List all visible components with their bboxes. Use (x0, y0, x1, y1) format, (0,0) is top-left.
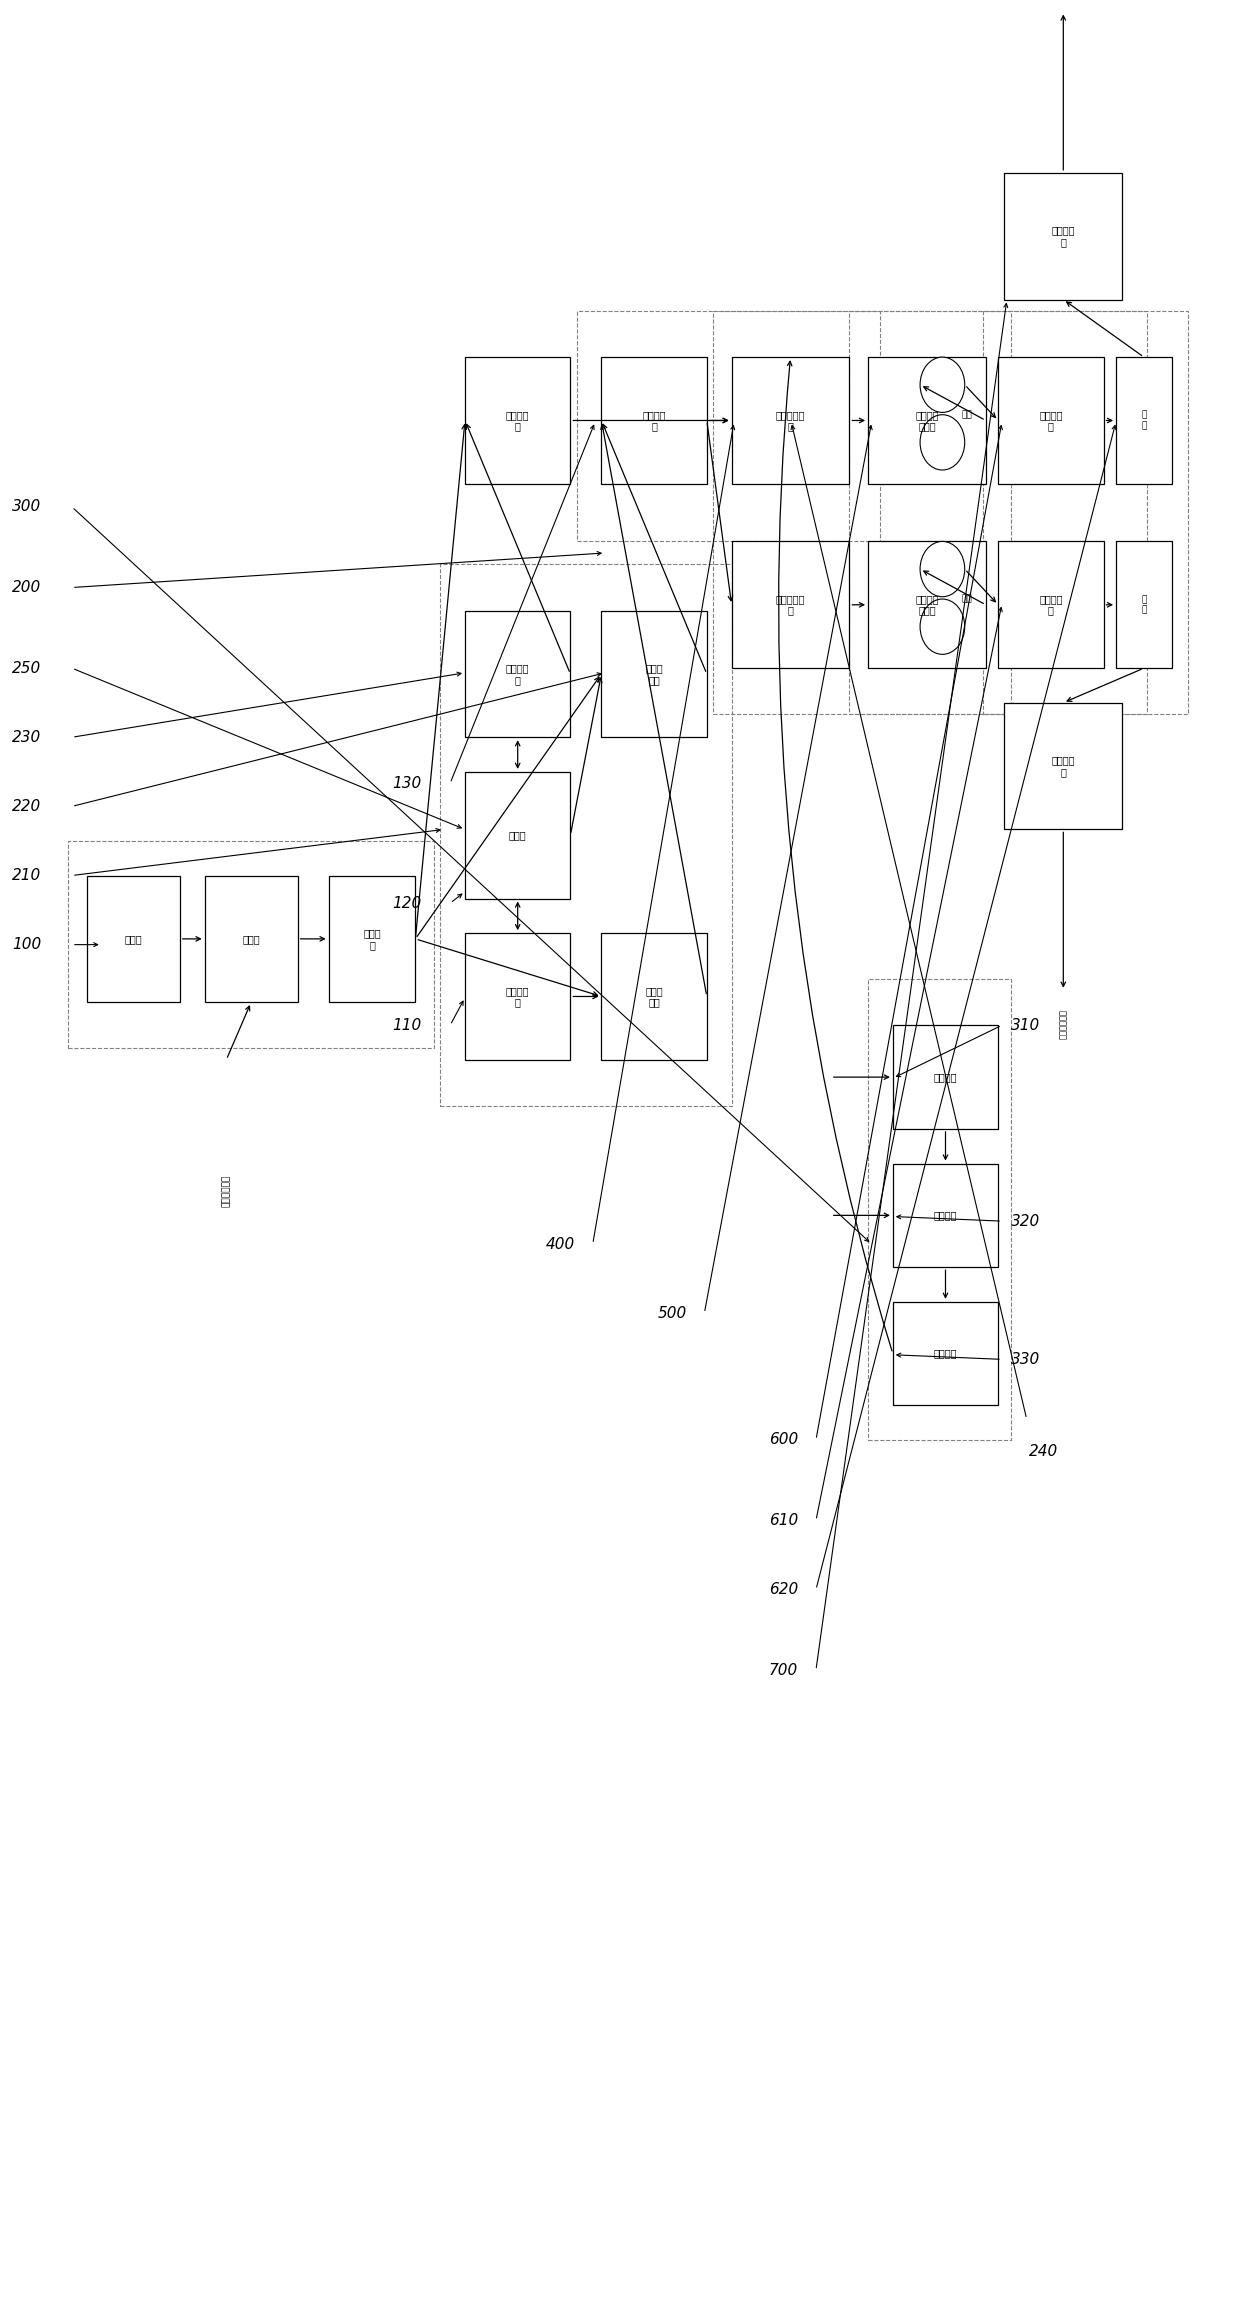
Text: 色散补偿
及放大: 色散补偿 及放大 (915, 410, 939, 431)
Text: 波分复用
器: 波分复用 器 (1039, 594, 1063, 615)
Bar (893, 1025, 998, 1129)
Text: 耦
合: 耦 合 (1141, 410, 1147, 431)
Bar (893, 1164, 998, 1267)
Bar (732, 541, 849, 668)
Text: 波分复用
器: 波分复用 器 (642, 410, 666, 431)
Text: 光分路
器: 光分路 器 (363, 929, 381, 949)
Bar (465, 611, 570, 737)
Text: 100: 100 (12, 938, 42, 952)
Bar (601, 611, 707, 737)
Bar (601, 933, 707, 1060)
Text: 光电调
制器: 光电调 制器 (645, 664, 663, 684)
Text: 宽带微波信号: 宽带微波信号 (222, 1175, 231, 1207)
Text: 230: 230 (12, 730, 42, 744)
Bar (868, 979, 1011, 1440)
Bar (601, 357, 707, 484)
Bar (1116, 357, 1172, 484)
Text: 210: 210 (12, 869, 42, 882)
Bar (1116, 541, 1172, 668)
Bar (998, 357, 1104, 484)
Text: 310: 310 (1011, 1018, 1040, 1032)
Text: 610: 610 (769, 1514, 799, 1528)
Bar (998, 541, 1104, 668)
Text: 色散补偿
及放大: 色散补偿 及放大 (915, 594, 939, 615)
Bar (868, 357, 986, 484)
Text: 300: 300 (12, 500, 42, 514)
Text: 参考信号: 参考信号 (934, 1071, 957, 1083)
Text: 320: 320 (1011, 1214, 1040, 1228)
Text: 130: 130 (392, 776, 422, 790)
Bar (440, 564, 732, 1106)
Text: 500: 500 (657, 1306, 687, 1320)
Text: 波分复用
器: 波分复用 器 (1039, 410, 1063, 431)
Bar (465, 772, 570, 899)
Text: 光电探测
器: 光电探测 器 (1052, 226, 1075, 247)
Bar (868, 541, 986, 668)
Text: 240: 240 (1029, 1445, 1059, 1458)
Bar (1004, 173, 1122, 300)
Text: 波分复用
器: 波分复用 器 (506, 410, 529, 431)
Text: 250: 250 (12, 661, 42, 675)
Text: 多级延时补
偿: 多级延时补 偿 (776, 410, 805, 431)
Text: 鉴相器: 鉴相器 (508, 829, 527, 841)
Text: 多级延时补
偿: 多级延时补 偿 (776, 594, 805, 615)
Bar (577, 311, 880, 541)
Text: 220: 220 (12, 799, 42, 813)
Bar (849, 311, 1147, 714)
Bar (465, 357, 570, 484)
Bar (1004, 703, 1122, 829)
Text: 光电探测
器: 光电探测 器 (1052, 756, 1075, 776)
Text: 400: 400 (546, 1237, 575, 1251)
Bar (713, 311, 1011, 714)
Text: 110: 110 (392, 1018, 422, 1032)
Ellipse shape (920, 357, 965, 412)
Text: 宽带微波信号: 宽带微波信号 (1059, 1009, 1068, 1039)
Bar (920, 385, 965, 442)
Text: 光纤: 光纤 (961, 594, 972, 604)
Ellipse shape (920, 415, 965, 470)
Text: 600: 600 (769, 1433, 799, 1447)
Text: 光电调
制器: 光电调 制器 (645, 986, 663, 1007)
Text: 200: 200 (12, 581, 42, 594)
Text: 激光器: 激光器 (124, 933, 143, 945)
Bar (205, 876, 298, 1002)
Text: 耦
合: 耦 合 (1141, 594, 1147, 615)
Bar (920, 569, 965, 627)
Bar (87, 876, 180, 1002)
Text: 参考振荡
器: 参考振荡 器 (506, 986, 529, 1007)
Text: 频率综合
器: 频率综合 器 (506, 664, 529, 684)
Ellipse shape (920, 599, 965, 654)
Text: 700: 700 (769, 1663, 799, 1677)
Bar (329, 876, 415, 1002)
Text: 调制器: 调制器 (242, 933, 260, 945)
Text: 光纤: 光纤 (961, 410, 972, 419)
Ellipse shape (920, 541, 965, 597)
Text: 相噪监测: 相噪监测 (934, 1210, 957, 1221)
Text: 120: 120 (392, 896, 422, 910)
Text: 620: 620 (769, 1583, 799, 1597)
Bar (465, 933, 570, 1060)
Bar (732, 357, 849, 484)
Text: 330: 330 (1011, 1352, 1040, 1366)
Bar (893, 1302, 998, 1405)
Text: 补偿控制: 补偿控制 (934, 1348, 957, 1359)
Bar (983, 311, 1188, 714)
Bar (68, 841, 434, 1048)
